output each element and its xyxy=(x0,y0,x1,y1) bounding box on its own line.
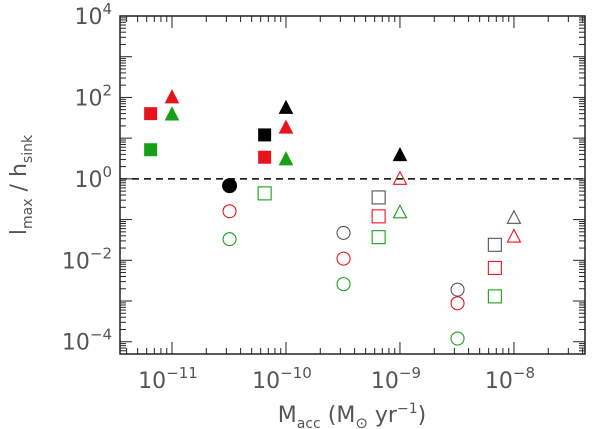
x-axis-title-sub: acc xyxy=(297,416,321,429)
y-tick-exp: −2 xyxy=(90,244,112,262)
y-tick-label: 102 xyxy=(74,81,112,111)
tick-marks xyxy=(120,15,585,355)
data-point-square xyxy=(144,143,158,157)
data-point-square xyxy=(487,289,502,304)
y-tick-base: 10 xyxy=(74,168,102,193)
data-point-triangle xyxy=(392,170,408,185)
data-point-circle xyxy=(222,178,238,194)
x-axis-title: Macc (M⊙ yr−1) xyxy=(278,401,426,429)
data-point-triangle xyxy=(506,209,522,224)
data-point-triangle xyxy=(392,146,408,162)
data-point-triangle xyxy=(278,119,294,134)
x-tick-base: 10 xyxy=(252,369,280,394)
data-point-square xyxy=(258,128,272,142)
y-tick-label: 10−2 xyxy=(62,244,112,274)
data-point-square xyxy=(144,107,158,121)
data-point-circle xyxy=(222,204,237,219)
x-tick-exp: −11 xyxy=(166,364,198,382)
y-axis-title-sep: / xyxy=(7,177,32,198)
y-axis-title-l: l xyxy=(7,229,32,235)
x-tick-exp: −9 xyxy=(399,364,421,382)
data-point-circle xyxy=(336,251,351,266)
data-point-triangle xyxy=(278,151,294,166)
plot-frame xyxy=(119,15,586,355)
y-tick-label: 100 xyxy=(74,163,112,193)
x-axis-title-unit-exp: −1 xyxy=(397,401,418,417)
data-point-circle xyxy=(450,331,465,346)
x-tick-label: 10−11 xyxy=(138,364,198,394)
y-tick-label: 104 xyxy=(74,0,112,30)
x-tick-base: 10 xyxy=(371,369,399,394)
data-point-square xyxy=(258,150,272,164)
x-axis-title-rest: (M xyxy=(321,403,356,428)
y-tick-base: 10 xyxy=(74,5,102,30)
data-points xyxy=(144,89,522,346)
data-point-square xyxy=(257,186,272,201)
x-tick-exp: −10 xyxy=(280,364,312,382)
x-tick-label: 10−9 xyxy=(371,364,421,394)
data-point-square xyxy=(371,230,386,245)
y-tick-base: 10 xyxy=(62,331,90,356)
y-tick-exp: 0 xyxy=(102,163,112,181)
x-axis-title-close: ) xyxy=(418,403,427,428)
x-tick-base: 10 xyxy=(485,369,513,394)
data-point-square xyxy=(487,237,502,252)
data-point-triangle xyxy=(506,228,522,243)
data-point-circle xyxy=(336,277,351,292)
x-axis-title-unit: yr xyxy=(368,403,398,428)
y-tick-label: 10−4 xyxy=(62,326,112,356)
data-point-triangle xyxy=(278,99,294,114)
data-point-circle xyxy=(222,232,237,247)
data-point-square xyxy=(487,260,502,275)
data-point-circle xyxy=(336,225,351,240)
y-tick-base: 10 xyxy=(74,86,102,111)
x-tick-label: 10−8 xyxy=(485,364,535,394)
y-axis-title: lmax / hsink xyxy=(7,134,36,235)
data-point-circle xyxy=(450,296,465,311)
x-tick-base: 10 xyxy=(138,369,166,394)
y-tick-exp: 2 xyxy=(102,81,112,99)
x-tick-label: 10−10 xyxy=(252,364,312,394)
data-point-square xyxy=(371,209,386,224)
x-tick-labels: 10−11 10−10 10−9 10−8 xyxy=(138,364,535,394)
y-axis-title-l-sub: max xyxy=(20,198,36,229)
data-point-triangle xyxy=(392,204,408,219)
y-tick-exp: −4 xyxy=(90,326,112,344)
data-point-triangle xyxy=(164,89,180,104)
data-point-circle xyxy=(450,282,465,297)
y-tick-base: 10 xyxy=(62,249,90,274)
x-tick-exp: −8 xyxy=(513,364,535,382)
y-tick-exp: 4 xyxy=(102,0,112,18)
y-axis-title-h: h xyxy=(7,163,32,177)
data-point-triangle xyxy=(164,106,180,121)
y-axis-title-h-sub: sink xyxy=(20,134,36,163)
x-axis-title-main: M xyxy=(278,403,297,428)
data-point-square xyxy=(371,190,386,205)
x-axis-title-sun: ⊙ xyxy=(355,414,368,429)
